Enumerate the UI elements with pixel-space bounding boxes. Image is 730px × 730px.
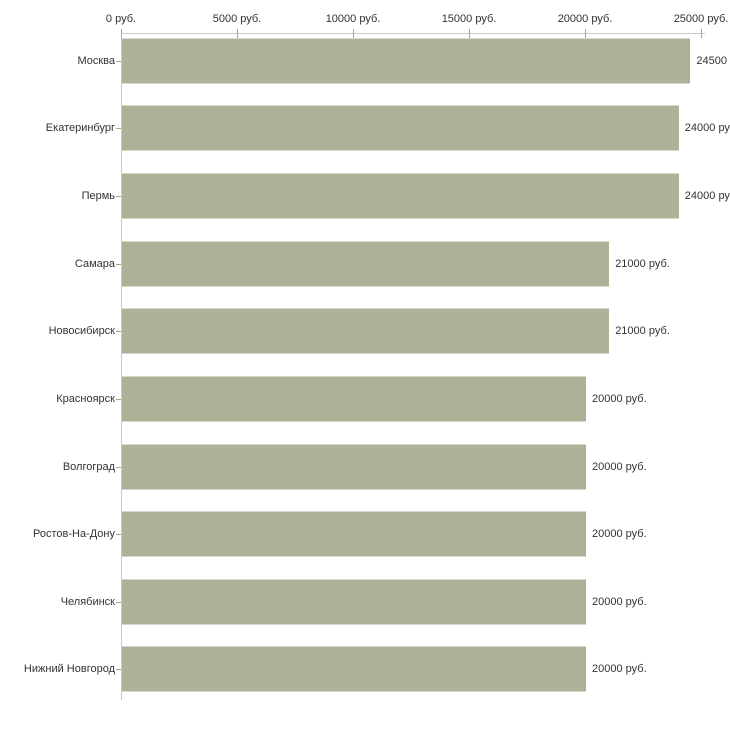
x-axis-tick-mark [353,29,354,38]
value-label: 21000 руб. [615,257,670,270]
y-axis-tick-mark [116,669,121,671]
category-label: Самара [74,257,115,270]
bar [122,173,679,219]
y-axis-tick-mark [116,263,121,265]
bar [122,511,586,557]
category-label: Москва [77,54,115,67]
category-label: Волгоград [62,460,115,473]
x-axis-tick-mark [701,29,702,38]
y-axis-tick-mark [116,398,121,400]
y-axis-line [121,33,122,700]
x-axis-tick-label: 25000 руб. [673,13,729,25]
category-label: Пермь [81,189,115,202]
x-axis-tick-label: 20000 руб. [557,13,613,25]
category-label: Челябинск [60,595,115,608]
x-axis-tick-mark [121,29,122,38]
category-label: Нижний Новгород [23,663,115,676]
x-axis-tick-mark [237,29,238,38]
value-label: 24000 руб. [684,122,730,135]
value-label: 20000 руб. [592,460,647,473]
category-label: Новосибирск [48,325,115,338]
value-label: 24500 руб. [696,54,730,67]
bar [122,105,679,151]
y-axis-tick-mark [116,128,121,130]
x-axis-tick-label: 5000 руб. [212,13,262,25]
category-label: Ростов-На-Дону [32,528,115,541]
y-axis-tick-mark [116,466,121,468]
bar [122,241,610,287]
value-label: 24000 руб. [684,189,730,202]
x-axis-line [121,33,705,34]
bar [122,579,586,625]
value-label: 20000 руб. [592,663,647,676]
bar [122,646,586,692]
y-axis-tick-mark [116,60,121,62]
bar [122,308,610,354]
x-axis-tick-label: 10000 руб. [325,13,381,25]
x-axis-tick-mark [469,29,470,38]
y-axis-tick-mark [116,534,121,536]
category-label: Екатеринбург [45,122,115,135]
x-axis-tick-label: 15000 руб. [441,13,497,25]
value-label: 20000 руб. [592,595,647,608]
x-axis-tick-label: 0 руб. [105,13,137,25]
y-axis-tick-mark [116,195,121,197]
value-label: 20000 руб. [592,528,647,541]
value-label: 20000 руб. [592,392,647,405]
bar [122,38,691,84]
x-axis-tick-mark [585,29,586,38]
bar [122,444,586,489]
value-label: 21000 руб. [615,325,670,338]
category-label: Красноярск [56,392,115,405]
y-axis-tick-mark [116,601,121,603]
bar [122,376,586,422]
y-axis-tick-mark [116,331,121,333]
